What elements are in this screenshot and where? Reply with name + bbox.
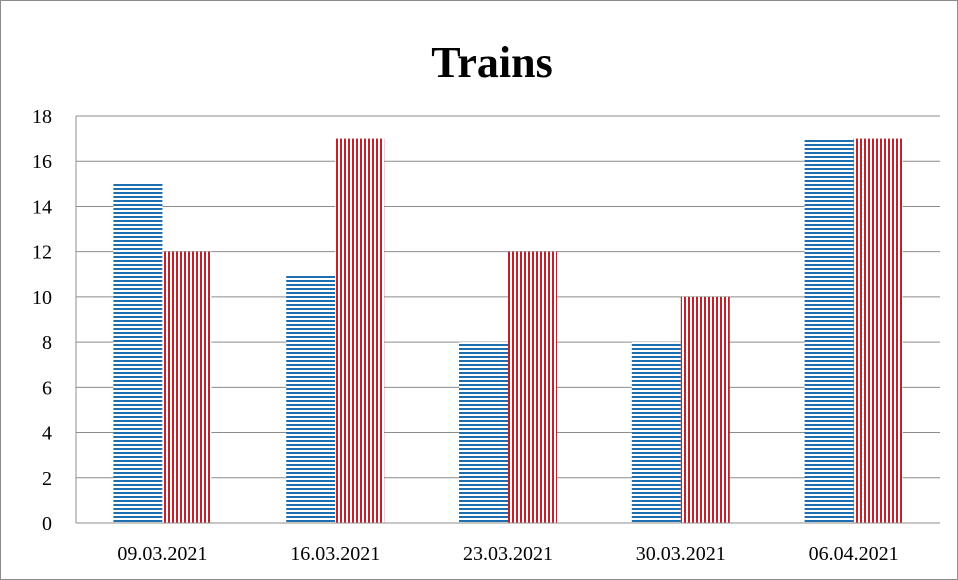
- bars: [113, 138, 903, 524]
- y-tick-label: 4: [42, 423, 52, 445]
- x-tick-label: 23.03.2021: [463, 543, 553, 565]
- y-tick-label: 16: [32, 151, 52, 173]
- bar: [853, 138, 903, 523]
- bar: [804, 138, 854, 523]
- bar: [113, 183, 163, 524]
- y-tick-label: 18: [32, 106, 52, 128]
- bar: [162, 251, 212, 523]
- bar: [680, 296, 730, 523]
- y-tick-label: 2: [42, 468, 52, 490]
- bar: [459, 342, 508, 523]
- bar: [335, 138, 385, 523]
- y-tick-label: 14: [32, 196, 52, 218]
- y-tick-label: 8: [42, 332, 52, 354]
- y-tick-label: 12: [32, 242, 52, 264]
- y-tick-label: 6: [42, 377, 52, 399]
- bar: [508, 251, 557, 523]
- x-tick-label: 06.04.2021: [809, 543, 899, 565]
- y-axis-ticks: 0 2 4 6 8 10 12 14 16 18: [32, 106, 52, 535]
- bar: [286, 274, 336, 523]
- x-axis-ticks: 09.03.2021 16.03.2021 23.03.2021 30.03.2021…: [76, 522, 940, 565]
- y-tick-label: 10: [32, 287, 52, 309]
- y-tick-label: 0: [42, 513, 52, 535]
- x-tick-label: 16.03.2021: [290, 543, 380, 565]
- chart-title: Trains: [431, 38, 552, 87]
- x-tick-label: 09.03.2021: [117, 543, 207, 565]
- x-tick-label: 30.03.2021: [636, 543, 726, 565]
- bar: [631, 342, 681, 523]
